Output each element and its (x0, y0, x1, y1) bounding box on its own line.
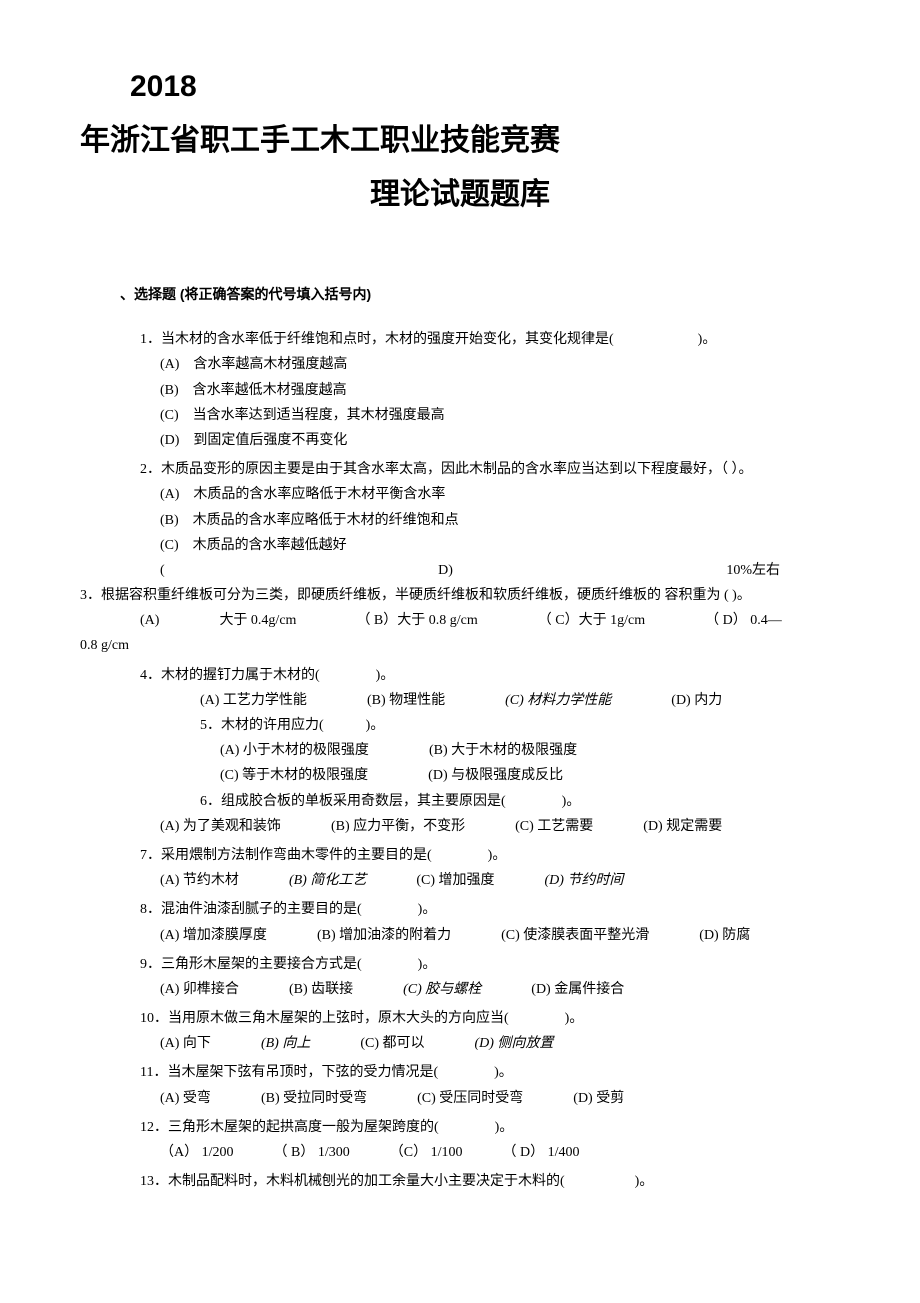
q10-choices: (A) 向下 (B) 向上 (C) 都可以 (D) 侧向放置 (160, 1031, 840, 1056)
q6-choices: (A) 为了美观和装饰 (B) 应力平衡，不变形 (C) 工艺需要 (D) 规定… (160, 814, 840, 839)
q4-stem: 4．木材的握钉力属于木材的( )。 (140, 663, 840, 688)
q10-choice-b: (B) 向上 (261, 1031, 310, 1056)
q9-choice-b: (B) 齿联接 (289, 977, 353, 1002)
q12-stem: 12．三角形木屋架的起拱高度一般为屋架跨度的( )。 (140, 1115, 840, 1140)
q8-choice-b: (B) 增加油漆的附着力 (317, 923, 451, 948)
q6-choice-b: (B) 应力平衡，不变形 (331, 814, 465, 839)
q12-choice-a: （A） 1/200 (160, 1140, 234, 1165)
q11-choice-c: (C) 受压同时受弯 (417, 1086, 523, 1111)
q1-choice-b: (B) 含水率越低木材强度越高 (160, 378, 840, 403)
q6-stem: 6．组成胶合板的单板采用奇数层，其主要原因是( )。 (200, 789, 840, 814)
q7-choice-b: (B) 简化工艺 (289, 868, 366, 893)
q2-stem: 2．木质品变形的原因主要是由于其含水率太高，因此木制品的含水率应当达到以下程度最… (140, 457, 840, 482)
q11-choice-d: (D) 受剪 (573, 1086, 624, 1111)
q11-stem: 11．当木屋架下弦有吊顶时，下弦的受力情况是( )。 (140, 1060, 840, 1085)
q12-choices: （A） 1/200 （ B） 1/300 （C） 1/100 （ D） 1/40… (160, 1140, 840, 1165)
q7-choice-c: (C) 增加强度 (416, 868, 494, 893)
title-sub: 理论试题题库 (80, 168, 840, 222)
q3-choice-a-label: (A) (140, 608, 159, 633)
q8-choice-d: (D) 防腐 (699, 923, 750, 948)
q10-stem: 10．当用原木做三角木屋架的上弦时，原木大头的方向应当( )。 (140, 1006, 840, 1031)
q4-choice-c: (C) 材料力学性能 (505, 688, 611, 713)
q6-choice-c: (C) 工艺需要 (515, 814, 593, 839)
q2-d-left: ( (160, 558, 165, 583)
q1-stem: 1．当木材的含水率低于纤维饱和点时，木材的强度开始变化，其变化规律是( )。 (140, 327, 840, 352)
q5-choice-a: (A) 小于木材的极限强度 (220, 738, 369, 763)
q9-choices: (A) 卯榫接合 (B) 齿联接 (C) 胶与螺栓 (D) 金属件接合 (160, 977, 840, 1002)
q3-choice-b: （ B）大于 0.8 g/cm (356, 608, 477, 633)
q5-choices-row1: (A) 小于木材的极限强度 (B) 大于木材的极限强度 (220, 738, 840, 763)
q7-choices: (A) 节约木材 (B) 简化工艺 (C) 增加强度 (D) 节约时间 (160, 868, 840, 893)
q8-choice-a: (A) 增加漆膜厚度 (160, 923, 267, 948)
q7-choice-a: (A) 节约木材 (160, 868, 239, 893)
q10-choice-d: (D) 侧向放置 (475, 1031, 554, 1056)
q8-choices: (A) 增加漆膜厚度 (B) 增加油漆的附着力 (C) 使漆膜表面平整光滑 (D… (160, 923, 840, 948)
q7-choice-d: (D) 节约时间 (545, 868, 624, 893)
q1-choice-a: (A) 含水率越高木材强度越高 (160, 352, 840, 377)
q2-choice-b: (B) 木质品的含水率应略低于木材的纤维饱和点 (160, 508, 840, 533)
q8-choice-c: (C) 使漆膜表面平整光滑 (501, 923, 649, 948)
q2-d-mid: D) (438, 558, 453, 583)
q10-choice-c: (C) 都可以 (360, 1031, 424, 1056)
q10-choice-a: (A) 向下 (160, 1031, 211, 1056)
q4-choice-a: (A) 工艺力学性能 (200, 688, 307, 713)
q5-choice-d: (D) 与极限强度成反比 (428, 763, 563, 788)
q4-choice-b: (B) 物理性能 (367, 688, 445, 713)
q5-stem: 5．木材的许用应力( )。 (200, 713, 840, 738)
q12-choice-b: （ B） 1/300 (274, 1140, 350, 1165)
q5-choice-b: (B) 大于木材的极限强度 (429, 738, 577, 763)
q6-choice-d: (D) 规定需要 (643, 814, 722, 839)
q9-choice-a: (A) 卯榫接合 (160, 977, 239, 1002)
q3-choices-row: (A) 大于 0.4g/cm （ B）大于 0.8 g/cm （ C）大于 1g… (140, 608, 840, 633)
q3-stem: 3．根据容积重纤维板可分为三类，即硬质纤维板，半硬质纤维板和软质纤维板，硬质纤维… (80, 583, 840, 608)
title-year: 2018 (130, 60, 840, 114)
q1-choice-c: (C) 当含水率达到适当程度，其木材强度最高 (160, 403, 840, 428)
q13-stem: 13．木制品配料时，木料机械刨光的加工余量大小主要决定于木料的( )。 (140, 1169, 840, 1194)
q9-stem: 9．三角形木屋架的主要接合方式是( )。 (140, 952, 840, 977)
q1-choice-d: (D) 到固定值后强度不再变化 (160, 428, 840, 453)
title-main: 年浙江省职工手工木工职业技能竞赛 (80, 114, 840, 168)
q11-choice-b: (B) 受拉同时受弯 (261, 1086, 367, 1111)
q4-choice-d: (D) 内力 (671, 688, 722, 713)
q2-choice-c: (C) 木质品的含水率越低越好 (160, 533, 840, 558)
q2-choice-d-row: ( D) 10%左右 (160, 558, 780, 583)
q3-choice-d-cont: 0.8 g/cm (80, 633, 840, 658)
section-header: 、选择题 (将正确答案的代号填入括号内) (120, 282, 840, 307)
q4-choices: (A) 工艺力学性能 (B) 物理性能 (C) 材料力学性能 (D) 内力 (200, 688, 840, 713)
q11-choice-a: (A) 受弯 (160, 1086, 211, 1111)
q3-choice-a-text: 大于 0.4g/cm (219, 608, 296, 633)
q8-stem: 8．混油件油漆刮腻子的主要目的是( )。 (140, 897, 840, 922)
q6-choice-a: (A) 为了美观和装饰 (160, 814, 281, 839)
q9-choice-c: (C) 胶与螺栓 (403, 977, 481, 1002)
q2-choice-a: (A) 木质品的含水率应略低于木材平衡含水率 (160, 482, 840, 507)
q2-d-right: 10%左右 (726, 558, 780, 583)
q12-choice-c: （C） 1/100 (390, 1140, 463, 1165)
q9-choice-d: (D) 金属件接合 (531, 977, 624, 1002)
q5-choices-row2: (C) 等于木材的极限强度 (D) 与极限强度成反比 (220, 763, 840, 788)
q3-choice-c: （ C）大于 1g/cm (538, 608, 645, 633)
q3-choice-d: （ D） 0.4— (705, 608, 782, 633)
q7-stem: 7．采用煨制方法制作弯曲木零件的主要目的是( )。 (140, 843, 840, 868)
q11-choices: (A) 受弯 (B) 受拉同时受弯 (C) 受压同时受弯 (D) 受剪 (160, 1086, 840, 1111)
q12-choice-d: （ D） 1/400 (502, 1140, 579, 1165)
q5-choice-c: (C) 等于木材的极限强度 (220, 763, 368, 788)
